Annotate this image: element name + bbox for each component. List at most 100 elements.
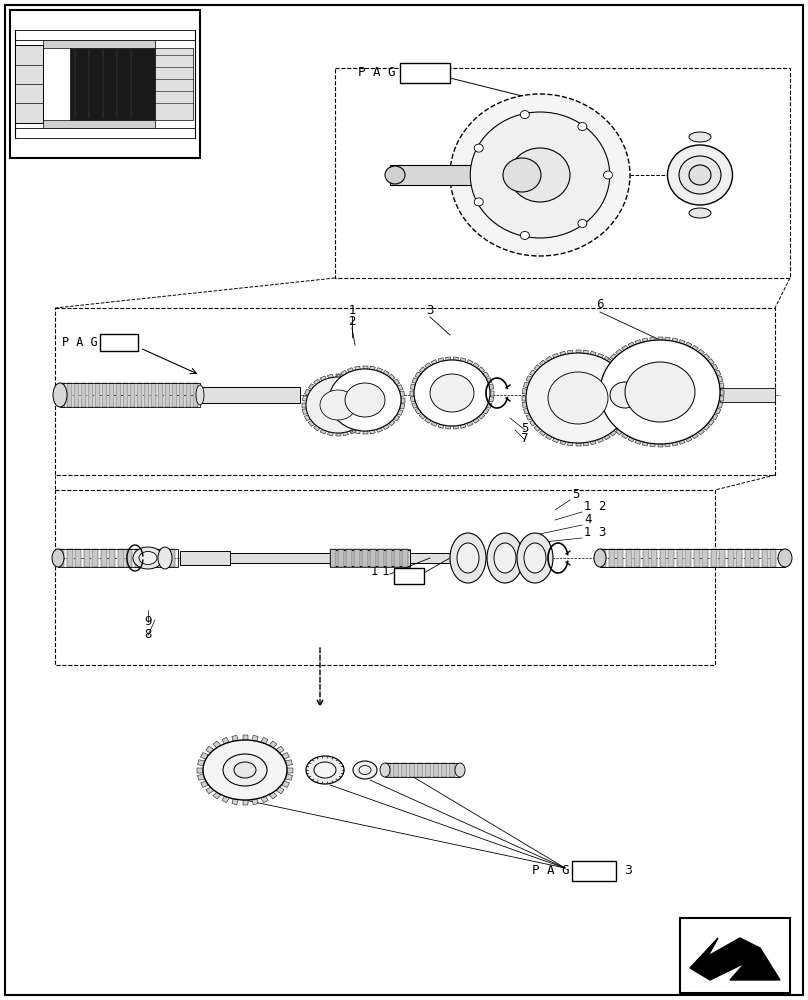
Polygon shape xyxy=(305,415,310,421)
Ellipse shape xyxy=(526,353,630,443)
Polygon shape xyxy=(222,796,229,803)
Polygon shape xyxy=(453,357,458,360)
Bar xyxy=(668,549,674,567)
Polygon shape xyxy=(368,396,373,401)
Polygon shape xyxy=(596,389,600,394)
Polygon shape xyxy=(197,768,203,772)
Ellipse shape xyxy=(52,549,64,567)
Bar xyxy=(169,549,175,567)
Ellipse shape xyxy=(604,171,612,179)
Polygon shape xyxy=(327,432,334,436)
Polygon shape xyxy=(361,384,368,389)
Ellipse shape xyxy=(517,533,553,583)
Text: 6: 6 xyxy=(596,298,604,311)
Polygon shape xyxy=(635,340,641,344)
Bar xyxy=(378,549,384,567)
Ellipse shape xyxy=(203,740,287,800)
Polygon shape xyxy=(419,367,426,373)
Bar xyxy=(394,549,400,567)
Ellipse shape xyxy=(53,383,67,407)
Polygon shape xyxy=(460,424,466,428)
Bar xyxy=(100,334,138,351)
Polygon shape xyxy=(526,414,532,420)
Bar xyxy=(58,549,178,567)
Polygon shape xyxy=(320,429,326,434)
Polygon shape xyxy=(369,430,375,434)
Polygon shape xyxy=(410,384,415,389)
Ellipse shape xyxy=(223,754,267,786)
Bar xyxy=(680,918,790,993)
Text: 1  3: 1 3 xyxy=(584,526,606,539)
Bar xyxy=(736,549,742,567)
Polygon shape xyxy=(686,342,692,347)
Polygon shape xyxy=(438,424,444,428)
Polygon shape xyxy=(242,800,247,805)
Bar xyxy=(685,549,691,567)
Ellipse shape xyxy=(414,360,490,426)
Polygon shape xyxy=(347,428,354,432)
Ellipse shape xyxy=(345,383,385,417)
Polygon shape xyxy=(438,358,444,362)
Polygon shape xyxy=(302,396,307,401)
Polygon shape xyxy=(616,426,622,431)
Polygon shape xyxy=(361,421,368,426)
Polygon shape xyxy=(679,440,685,444)
Polygon shape xyxy=(526,376,532,382)
Polygon shape xyxy=(415,408,421,414)
Polygon shape xyxy=(302,402,306,408)
Polygon shape xyxy=(610,430,617,436)
Ellipse shape xyxy=(548,372,608,424)
Ellipse shape xyxy=(158,547,172,569)
Polygon shape xyxy=(628,437,634,442)
Polygon shape xyxy=(604,435,610,440)
Polygon shape xyxy=(621,370,626,376)
Polygon shape xyxy=(712,364,718,370)
Bar xyxy=(144,383,149,407)
Polygon shape xyxy=(583,442,588,446)
Text: 1 0: 1 0 xyxy=(400,571,418,581)
Polygon shape xyxy=(490,390,494,395)
Polygon shape xyxy=(389,420,395,426)
Ellipse shape xyxy=(196,385,204,405)
Bar xyxy=(186,383,191,407)
Polygon shape xyxy=(658,444,663,447)
Ellipse shape xyxy=(778,549,792,567)
Polygon shape xyxy=(326,404,330,409)
Bar xyxy=(66,549,73,567)
Text: 1  2: 1 2 xyxy=(584,500,607,513)
Polygon shape xyxy=(625,376,630,382)
Polygon shape xyxy=(269,792,277,799)
Polygon shape xyxy=(410,397,415,402)
Bar xyxy=(130,383,135,407)
Polygon shape xyxy=(672,442,678,446)
Polygon shape xyxy=(616,365,622,370)
Polygon shape xyxy=(389,374,395,380)
Text: 5: 5 xyxy=(572,488,579,501)
Polygon shape xyxy=(698,429,705,435)
Text: 8: 8 xyxy=(145,628,152,641)
Polygon shape xyxy=(366,389,372,395)
Polygon shape xyxy=(630,395,634,400)
Polygon shape xyxy=(412,403,418,408)
Ellipse shape xyxy=(487,533,523,583)
Polygon shape xyxy=(534,426,541,431)
Polygon shape xyxy=(330,379,336,385)
Polygon shape xyxy=(285,760,292,766)
Ellipse shape xyxy=(689,165,711,185)
Bar xyxy=(634,549,640,567)
Bar xyxy=(109,383,114,407)
Text: 1: 1 xyxy=(348,304,356,317)
Bar xyxy=(330,549,336,567)
Bar xyxy=(402,549,408,567)
Ellipse shape xyxy=(520,111,529,119)
Polygon shape xyxy=(708,419,714,425)
Ellipse shape xyxy=(600,340,720,444)
Bar xyxy=(126,549,132,567)
Ellipse shape xyxy=(430,374,474,412)
Bar xyxy=(60,383,200,407)
Ellipse shape xyxy=(234,762,256,778)
Polygon shape xyxy=(575,350,580,353)
Ellipse shape xyxy=(520,231,529,239)
Polygon shape xyxy=(635,440,641,444)
Bar xyxy=(137,383,142,407)
